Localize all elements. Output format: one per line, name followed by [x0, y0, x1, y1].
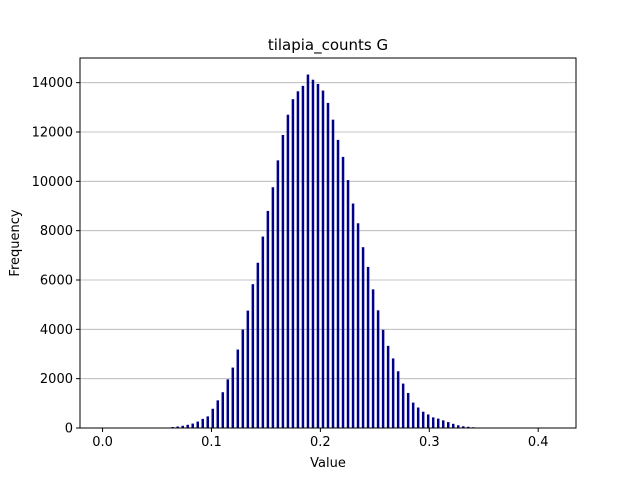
histogram-bar [351, 203, 355, 428]
histogram-bar [281, 134, 285, 428]
histogram-bar [306, 74, 310, 428]
x-axis-ticks: 0.0 0.1 0.2 0.3 0.4 [92, 428, 549, 450]
histogram-bar [452, 423, 455, 428]
histogram-bar [416, 407, 420, 428]
histogram-bar [411, 402, 415, 428]
y-tick-label: 4000 [40, 323, 73, 338]
histogram-bar [241, 329, 245, 428]
histogram-bar [201, 418, 204, 428]
histogram-bar [376, 310, 380, 428]
x-tick-label: 0.0 [92, 435, 113, 450]
histogram-bar [426, 414, 430, 428]
histogram-bar [226, 379, 230, 428]
histogram-bar [271, 187, 275, 428]
histogram-bar [256, 262, 260, 428]
x-axis-label: Value [310, 456, 346, 471]
y-tick-label: 6000 [40, 274, 73, 289]
y-tick-label: 2000 [40, 372, 73, 387]
histogram-bar [261, 236, 265, 428]
y-axis-label: Frequency [8, 209, 23, 276]
histogram-bar [186, 424, 189, 428]
histogram-bar [326, 102, 330, 428]
chart-title: tilapia_counts G [268, 36, 388, 55]
histogram-bar [316, 83, 320, 429]
histogram-bar [457, 425, 460, 428]
histogram-bar [291, 99, 295, 429]
histogram-bar [396, 371, 400, 428]
histogram-bar [321, 90, 325, 428]
histogram-bar [462, 426, 465, 428]
y-tick-label: 12000 [32, 126, 73, 141]
histogram-bar [231, 367, 235, 428]
histogram-bar [361, 247, 365, 428]
histogram-bar [216, 400, 220, 428]
histogram-bar [296, 91, 300, 429]
y-tick-label: 0 [65, 422, 73, 437]
histogram-bar [176, 426, 179, 428]
histogram-bar [276, 160, 280, 428]
histogram-bar [246, 310, 250, 428]
histogram-bar [191, 423, 194, 428]
x-tick-label: 0.1 [201, 435, 222, 450]
histogram-bar [211, 408, 215, 428]
histogram-bar [401, 383, 405, 428]
y-tick-label: 14000 [32, 76, 73, 91]
histogram-bar [251, 284, 255, 428]
histogram-bar [206, 416, 210, 428]
histogram-bar [406, 392, 410, 428]
histogram-bar [331, 119, 335, 429]
histogram-bar [301, 85, 305, 428]
x-tick-label: 0.3 [419, 435, 440, 450]
y-tick-label: 10000 [32, 175, 73, 190]
histogram-bar [441, 420, 445, 428]
x-tick-label: 0.4 [528, 435, 549, 450]
histogram-bar [286, 114, 290, 428]
histogram-bar [446, 422, 450, 428]
histogram-bar [196, 421, 199, 428]
y-axis-ticks: 0 2000 4000 6000 8000 10000 12000 14000 [32, 76, 80, 437]
histogram-bar [436, 418, 440, 428]
histogram-bar [386, 345, 390, 428]
histogram-bar [366, 266, 370, 428]
histogram-bar [356, 223, 360, 428]
histogram-bar [346, 180, 350, 428]
histogram-bar [266, 210, 270, 428]
plot-frame [79, 57, 577, 429]
histogram-bar [391, 358, 395, 428]
histogram-bar [336, 139, 340, 429]
histogram-bar [236, 349, 240, 428]
histogram-bar [431, 417, 435, 428]
histogram-bar [181, 425, 184, 428]
histogram-bar [341, 156, 345, 428]
histogram-bar [311, 79, 315, 428]
histogram-bar [421, 411, 425, 428]
bars [101, 74, 555, 429]
histogram-bar [221, 392, 225, 428]
x-tick-label: 0.2 [310, 435, 331, 450]
histogram-bar [467, 426, 470, 428]
histogram-bar [381, 329, 385, 428]
histogram-bar [371, 289, 375, 428]
y-tick-label: 8000 [40, 224, 73, 239]
